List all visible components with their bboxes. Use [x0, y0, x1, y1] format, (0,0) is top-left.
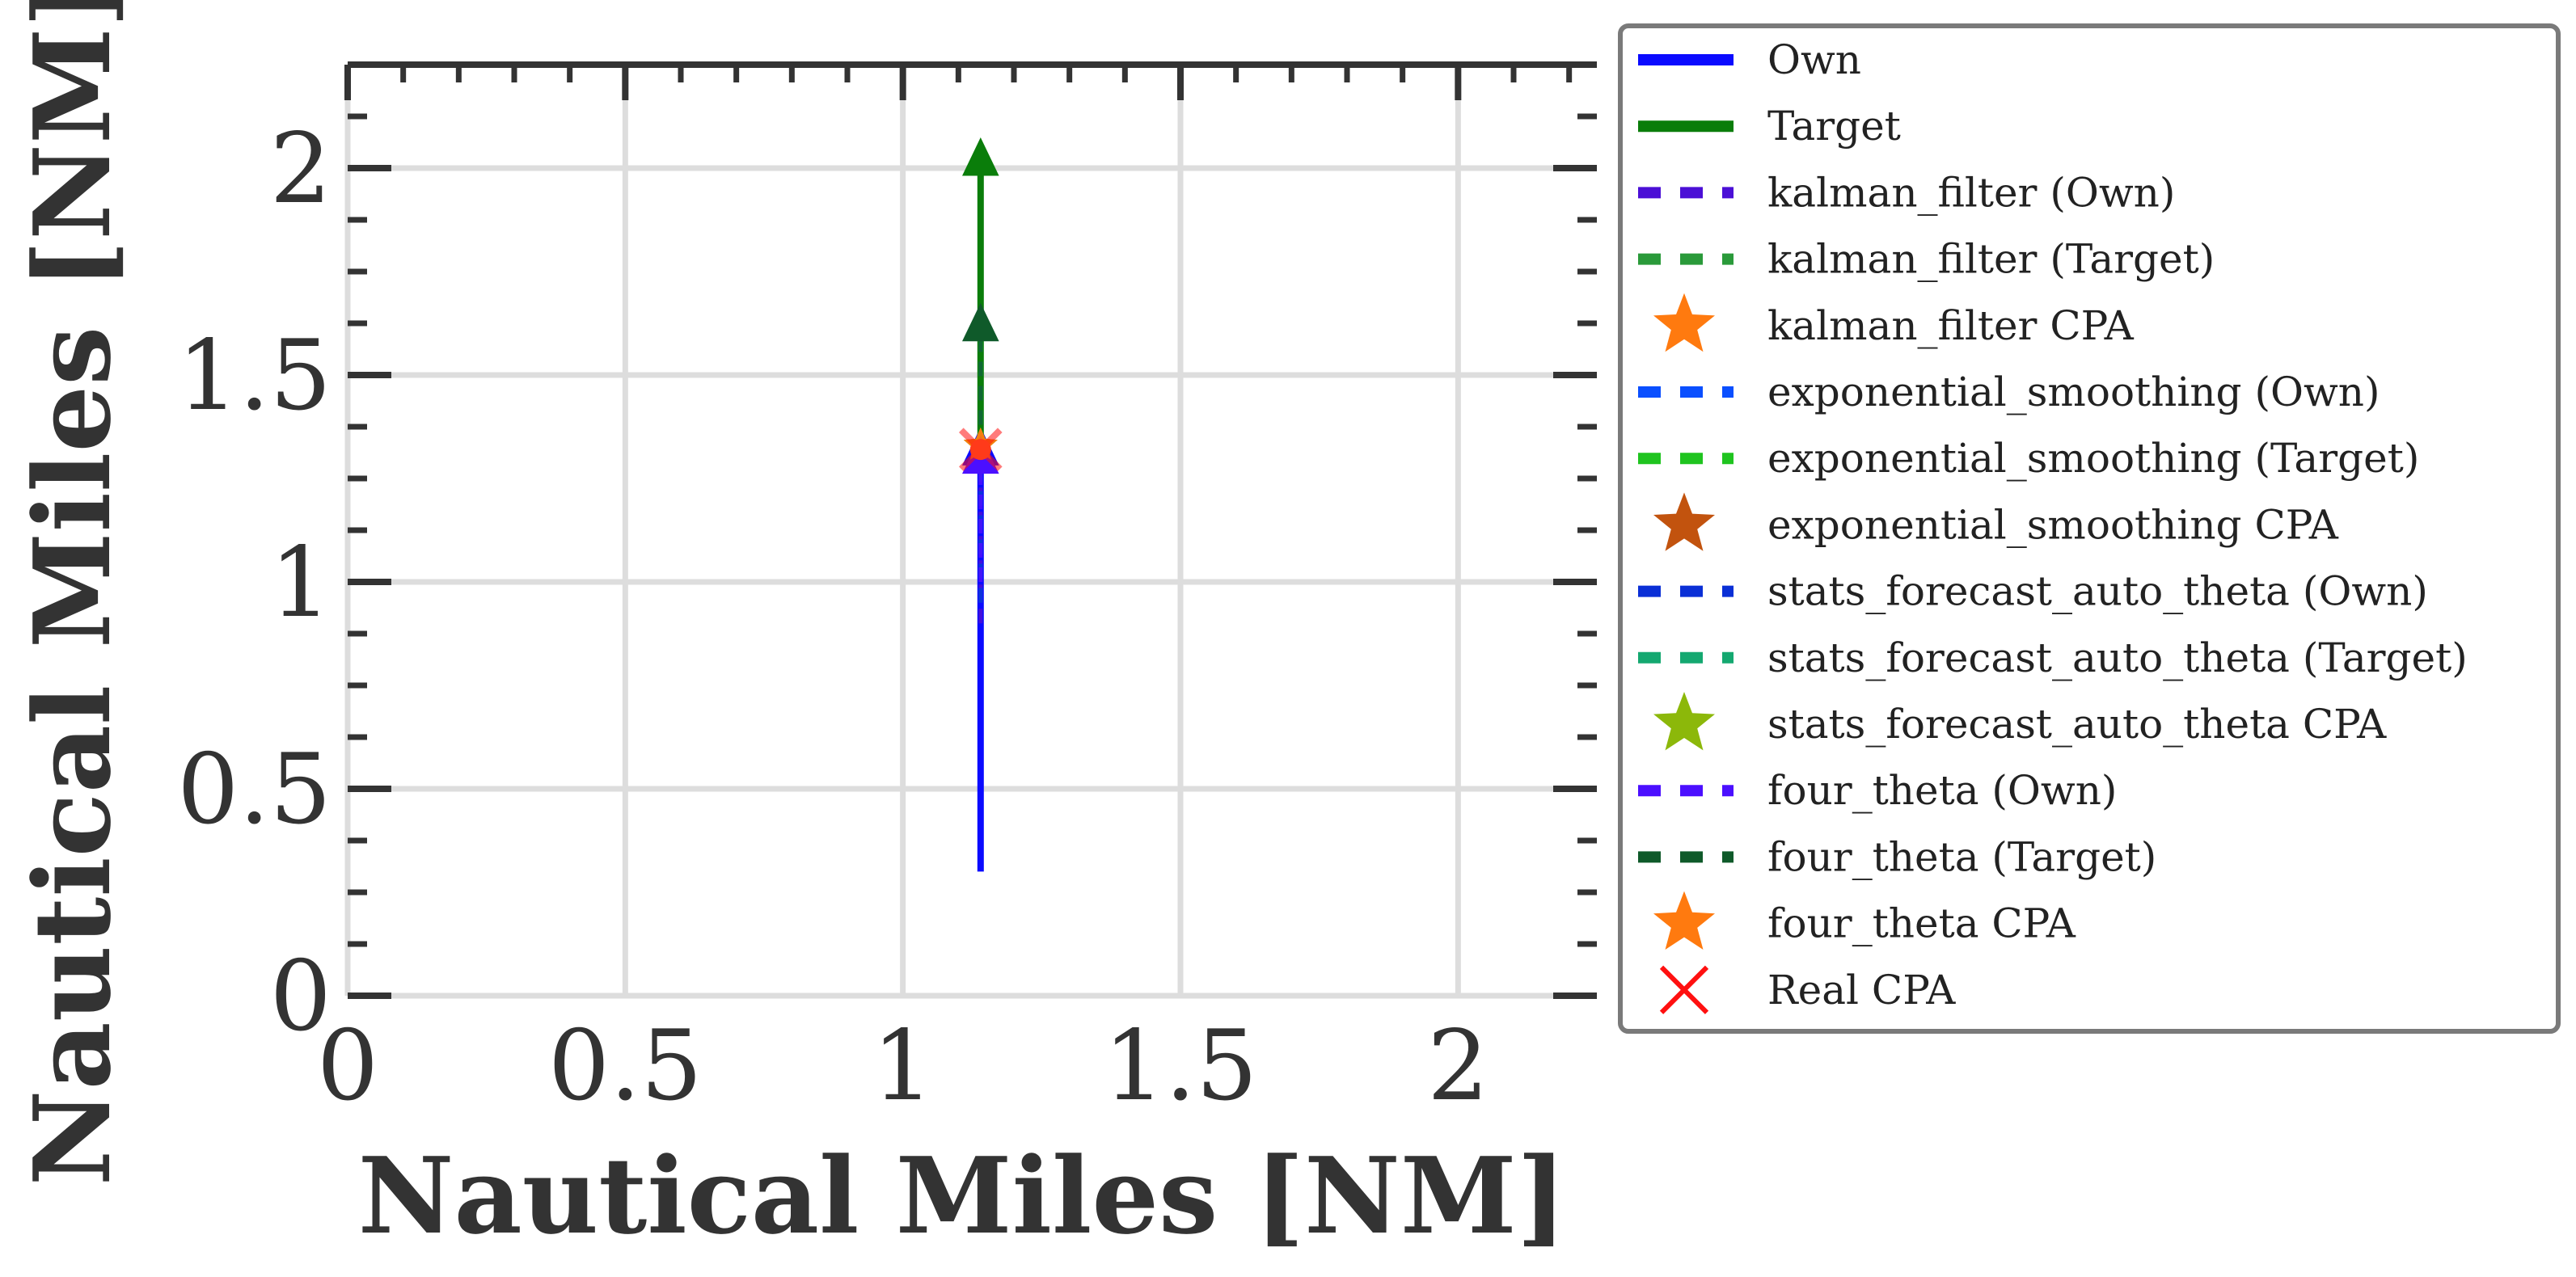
series-12: [962, 302, 999, 425]
legend-label: four_theta (Own): [1767, 767, 2117, 814]
real-cpa-dot: [969, 439, 991, 461]
y-tick-label: 1: [270, 527, 332, 639]
series-arrow: [962, 137, 999, 176]
legend-entry: kalman_filter (Target): [1638, 236, 2215, 283]
x-tick-label: 1.5: [1104, 1010, 1258, 1123]
series-arrow: [962, 302, 999, 342]
legend-entry: stats_forecast_auto_theta (Own): [1638, 568, 2428, 615]
legend-label: kalman_filter (Target): [1767, 236, 2215, 283]
legend-entry: stats_forecast_auto_theta CPA: [1653, 692, 2387, 751]
legend-label: exponential_smoothing (Target): [1767, 435, 2419, 482]
y-tick-label: 1.5: [177, 320, 332, 432]
series-14: [958, 428, 1003, 471]
y-tick-label: 2: [270, 113, 332, 225]
y-axis-title: Nautical Miles [NM]: [11, 0, 134, 1186]
x-axis-title: Nautical Miles [NM]: [358, 1134, 1567, 1258]
legend-label: stats_forecast_auto_theta (Target): [1767, 634, 2468, 681]
legend-entry: four_theta (Target): [1638, 833, 2156, 880]
legend-box: [1618, 23, 2561, 1034]
legend-entry: stats_forecast_auto_theta (Target): [1638, 634, 2468, 681]
legend-label: Own: [1767, 36, 1861, 83]
legend-entry: exponential_smoothing CPA: [1653, 492, 2339, 551]
legend-entry: Real CPA: [1659, 965, 1956, 1014]
legend-star-icon: [1653, 891, 1715, 950]
legend-star-icon: [1653, 692, 1715, 751]
legend: Own Target kalman_filter (Own) kalman_filte…: [1618, 23, 2561, 1034]
legend-label: exponential_smoothing CPA: [1767, 501, 2339, 548]
x-tick-label: 0.5: [548, 1010, 703, 1123]
y-tick-label: 0.5: [177, 734, 332, 846]
legend-entry: four_theta CPA: [1653, 891, 2076, 950]
legend-label: kalman_filter CPA: [1767, 302, 2135, 349]
legend-entry: Own: [1638, 36, 1861, 83]
legend-entry: kalman_filter CPA: [1653, 293, 2135, 352]
x-tick-label: 2: [1427, 1010, 1489, 1123]
legend-label: stats_forecast_auto_theta CPA: [1767, 701, 2387, 748]
legend-label: stats_forecast_auto_theta (Own): [1767, 568, 2428, 615]
legend-label: four_theta CPA: [1767, 900, 2076, 947]
x-tick-label: 1: [872, 1010, 933, 1123]
legend-label: Target: [1767, 103, 1901, 150]
legend-label: four_theta (Target): [1767, 833, 2156, 880]
legend-label: Real CPA: [1767, 967, 1956, 1014]
legend-label: kalman_filter (Own): [1767, 169, 2175, 216]
legend-x-icon: [1659, 965, 1709, 1014]
legend-entry: Target: [1638, 103, 1901, 150]
legend-entry: four_theta (Own): [1638, 767, 2117, 814]
x-tick-label: 0: [317, 1010, 378, 1123]
legend-star-icon: [1653, 492, 1715, 551]
y-tick-label: 0: [270, 941, 332, 1053]
legend-entry: kalman_filter (Own): [1638, 169, 2175, 216]
legend-entry: exponential_smoothing (Own): [1638, 369, 2380, 415]
tick-layer: 0 0.5 1 1.5 2 0 0.5 1 1.5 2: [177, 61, 1597, 1123]
grid: [348, 65, 1597, 996]
legend-entries: Own Target kalman_filter (Own) kalman_filte…: [1638, 36, 2468, 1014]
series-layer: [958, 137, 1003, 872]
legend-star-icon: [1653, 293, 1715, 352]
legend-label: exponential_smoothing (Own): [1767, 369, 2380, 415]
legend-entry: exponential_smoothing (Target): [1638, 435, 2419, 482]
axes-frame: [344, 61, 1597, 999]
